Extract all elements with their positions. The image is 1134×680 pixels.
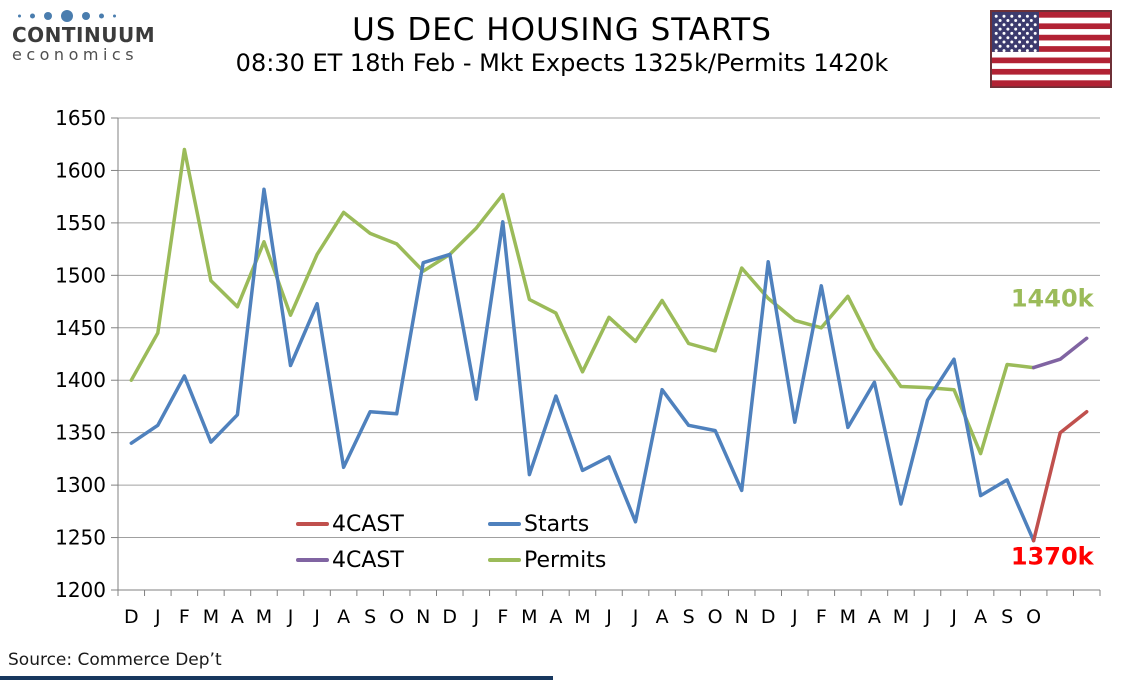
- axes: [111, 117, 1101, 596]
- x-axis-label: S: [683, 606, 695, 628]
- x-axis-label: D: [442, 606, 457, 628]
- x-axis-label: O: [1026, 606, 1041, 628]
- y-axis-label: 1200: [55, 578, 106, 602]
- x-axis-label: F: [179, 606, 190, 628]
- legend-label: 4CAST: [332, 547, 404, 573]
- forecast-annotation: 1440k: [1011, 284, 1095, 312]
- legend-swatch-icon: [296, 558, 329, 562]
- source-note: Source: Commerce Dep’t: [8, 650, 222, 670]
- continuum-logo: CONTINUUM economics: [12, 8, 162, 64]
- x-axis-label: J: [924, 606, 931, 628]
- y-axis-labels: 1200 1250 1300 1350 1400 1450 1500 1550 1600 1650: [55, 106, 106, 602]
- gridlines: [118, 117, 1100, 591]
- x-axis-label: A: [974, 606, 987, 628]
- x-axis-label: S: [1001, 606, 1013, 628]
- x-axis-label: N: [735, 606, 749, 628]
- x-axis-label: N: [416, 606, 430, 628]
- x-axis-label: J: [632, 606, 639, 628]
- x-axis-label: F: [497, 606, 508, 628]
- y-axis-label: 1600: [55, 158, 106, 182]
- legend-label: Starts: [524, 511, 590, 537]
- x-axis-label: A: [337, 606, 350, 628]
- legend-item: 4CAST: [296, 506, 488, 542]
- x-axis-label: J: [313, 606, 320, 628]
- x-axis-label: A: [231, 606, 244, 628]
- y-axis-label: 1550: [55, 211, 106, 235]
- legend-item: Permits: [488, 542, 648, 578]
- page-subtitle: 08:30 ET 18th Feb - Mkt Expects 1325k/Pe…: [235, 49, 889, 77]
- x-axis-label: M: [574, 606, 590, 628]
- x-axis-label: J: [605, 606, 612, 628]
- logo-name: CONTINUUM: [12, 23, 156, 47]
- permits-line: [129, 147, 1036, 456]
- x-axis-label: D: [124, 606, 139, 628]
- x-axis-label: D: [761, 606, 776, 628]
- legend-item: Starts: [488, 506, 648, 542]
- x-axis-label: J: [287, 606, 294, 628]
- y-axis-label: 1450: [55, 316, 106, 340]
- x-axis-label: A: [656, 606, 669, 628]
- legend-swatch-icon: [296, 522, 329, 526]
- y-axis-label: 1400: [55, 368, 106, 392]
- forecast-starts-line: [1031, 409, 1089, 543]
- y-axis-label: 1650: [55, 106, 106, 130]
- chart-legend: 4CAST Starts 4CAST Permits: [296, 506, 648, 578]
- legend-label: Permits: [524, 547, 607, 573]
- x-axis-label: J: [791, 606, 798, 628]
- y-axis-label: 1350: [55, 421, 106, 445]
- x-axis-label: M: [893, 606, 909, 628]
- x-axis-label: J: [154, 606, 161, 628]
- legend-label: 4CAST: [332, 511, 404, 537]
- y-axis-label: 1500: [55, 263, 106, 287]
- x-axis-label: J: [472, 606, 479, 628]
- y-axis-label: 1300: [55, 473, 106, 497]
- forecast-permits-line: [1031, 336, 1089, 370]
- data-series: [129, 147, 1089, 543]
- logo-dots-icon: [18, 10, 116, 22]
- y-axis-label: 1250: [55, 526, 106, 550]
- starts-line: [129, 187, 1036, 543]
- x-axis-label: F: [816, 606, 827, 628]
- logo-tagline: economics: [12, 45, 139, 64]
- x-axis-label: A: [549, 606, 562, 628]
- x-axis-label: S: [364, 606, 376, 628]
- x-axis-label: M: [256, 606, 272, 628]
- legend-swatch-icon: [488, 558, 521, 562]
- x-axis-label: M: [840, 606, 856, 628]
- x-axis-label: J: [950, 606, 957, 628]
- x-axis-label: M: [203, 606, 219, 628]
- title-block: US DEC HOUSING STARTS 08:30 ET 18th Feb …: [150, 12, 974, 78]
- legend-item: 4CAST: [296, 542, 488, 578]
- x-axis-label: M: [521, 606, 537, 628]
- forecast-annotation: 1370k: [1011, 542, 1095, 570]
- x-axis-label: A: [868, 606, 881, 628]
- x-axis-label: O: [389, 606, 404, 628]
- x-axis-label: O: [708, 606, 723, 628]
- us-flag-icon: [990, 10, 1112, 88]
- legend-swatch-icon: [488, 522, 521, 526]
- annotations: 1440k 1370k: [1011, 284, 1095, 570]
- page-title: US DEC HOUSING STARTS: [352, 12, 772, 48]
- bottom-accent-bar: [0, 676, 553, 680]
